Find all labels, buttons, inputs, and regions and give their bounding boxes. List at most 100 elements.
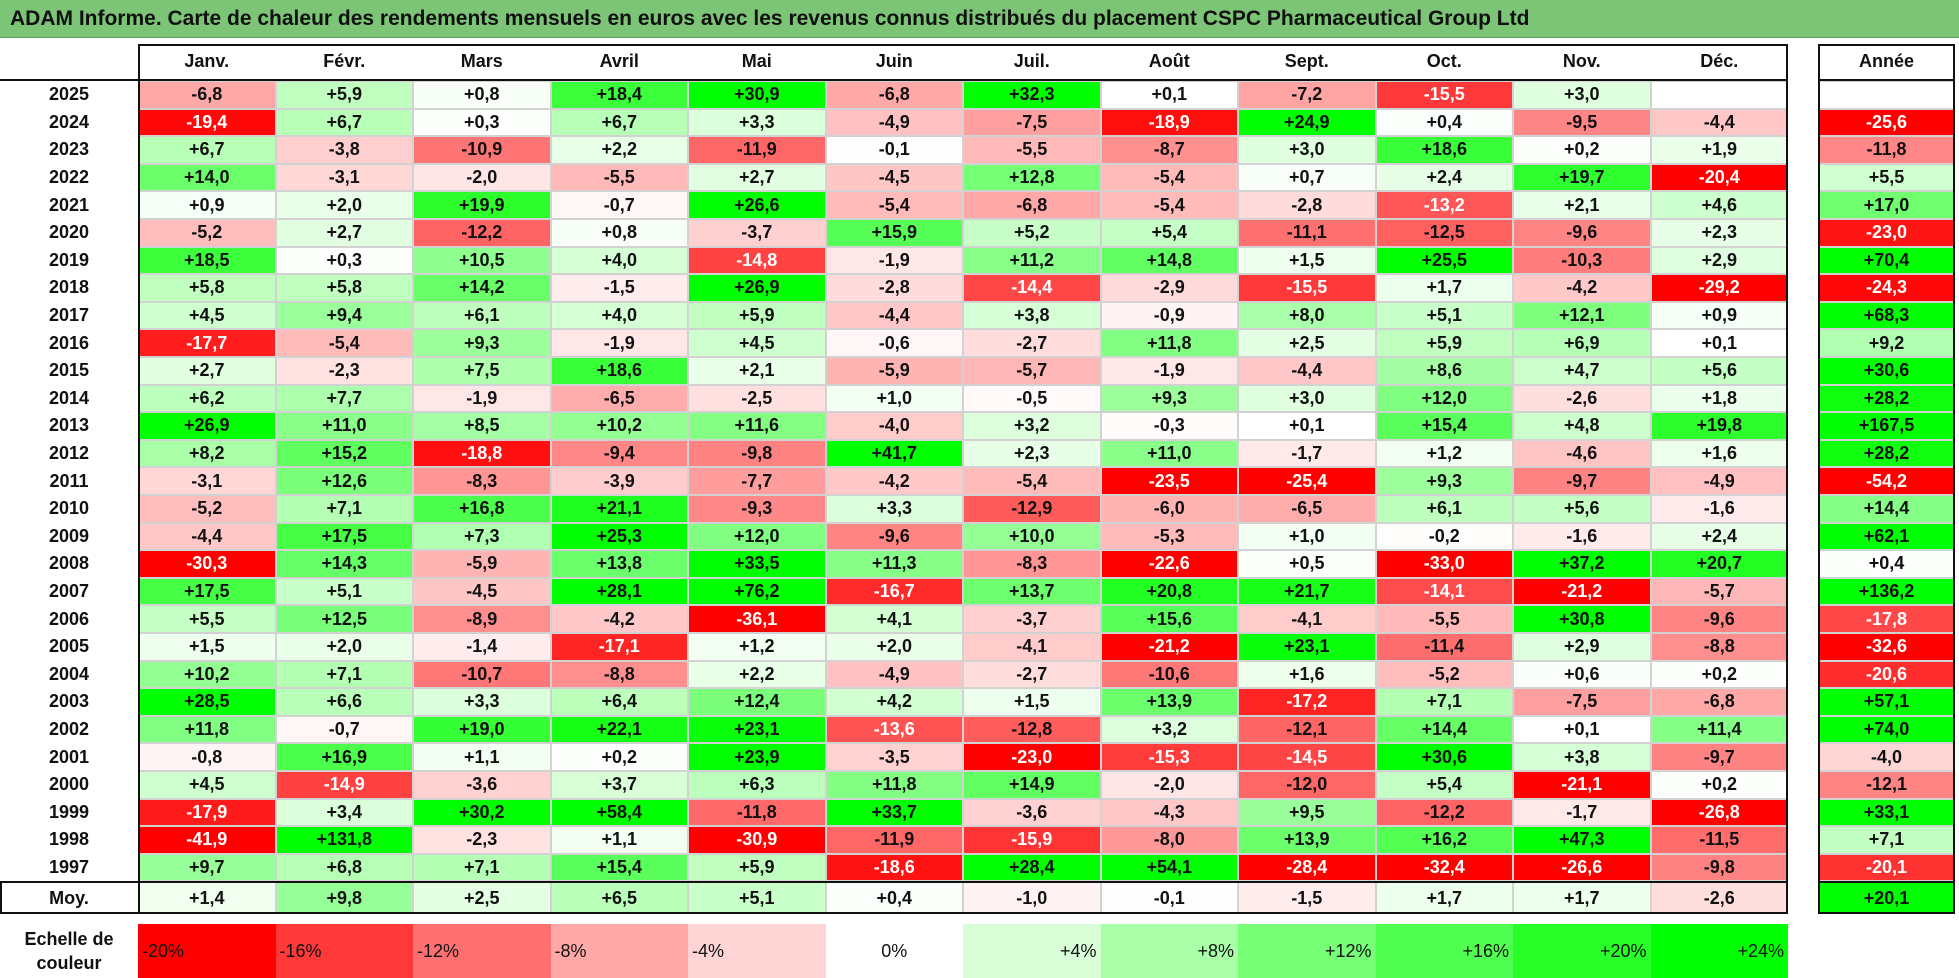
heatmap-cell: +5,6 (1650, 357, 1788, 385)
heatmap-cell: -4,4 (138, 522, 276, 551)
heatmap-cell: -4,1 (1238, 605, 1376, 633)
heatmap-cell: +0,1 (1650, 329, 1788, 357)
heatmap-cell (1650, 81, 1788, 109)
heatmap-cell: -2,7 (963, 329, 1101, 357)
heatmap-cell: +16,2 (1375, 826, 1513, 854)
heatmap-cell: +11,0 (275, 412, 413, 440)
year-label: 2015 (48, 360, 90, 381)
heatmap-cell: -5,7 (963, 357, 1101, 385)
heatmap-cell: +2,2 (688, 660, 826, 689)
heatmap-cell: +11,8 (825, 771, 963, 799)
heatmap-cell: +23,9 (688, 743, 826, 771)
heatmap-cell: -2,5 (688, 384, 826, 413)
heatmap-cell: -6,5 (550, 384, 688, 413)
heatmap-cell: +0,1 (1238, 412, 1376, 440)
heatmap-cell: +2,4 (1375, 163, 1513, 192)
heatmap-cell: -10,7 (413, 660, 551, 689)
heatmap-cell: +1,1 (413, 743, 551, 771)
heatmap-cell: +26,9 (138, 412, 276, 440)
heatmap-cell: +6,9 (1513, 329, 1651, 357)
color-scale-step: -8% (550, 924, 688, 978)
color-scale-label: Echelle de couleur (24, 929, 114, 973)
month-header: Sept. (1284, 51, 1329, 71)
heatmap-cell: -33,0 (1375, 550, 1513, 578)
heatmap-cell: +9,3 (1375, 467, 1513, 495)
heatmap-cell: +58,4 (550, 798, 688, 827)
heatmap-cell: +25,5 (1375, 246, 1513, 275)
heatmap-cell: -26,6 (1513, 853, 1651, 882)
heatmap-cell: +16,9 (275, 743, 413, 771)
heatmap-cell: +9,3 (413, 329, 551, 357)
heatmap-cell: -9,6 (825, 522, 963, 551)
heatmap-cell: -13,6 (825, 715, 963, 744)
color-scale-step: +4% (963, 924, 1101, 978)
annual-cell: -11,8 (1818, 136, 1955, 164)
heatmap-cell: +14,0 (138, 163, 276, 192)
heatmap-cell: -3,1 (138, 467, 276, 495)
heatmap-cell: -18,9 (1100, 108, 1238, 137)
heatmap-cell: +23,1 (688, 715, 826, 744)
heatmap-cell: +32,3 (963, 81, 1101, 109)
heatmap-cell: +41,7 (825, 439, 963, 468)
heatmap-cell: +0,2 (1650, 771, 1788, 799)
heatmap-cell: -5,7 (1650, 577, 1788, 606)
annual-cell: +28,2 (1818, 384, 1955, 413)
annual-cell: +74,0 (1818, 715, 1955, 744)
month-header: Nov. (1562, 51, 1601, 71)
heatmap-cell: +0,2 (1650, 660, 1788, 689)
heatmap-cell: -1,6 (1650, 495, 1788, 523)
annual-cell: -20,6 (1818, 660, 1955, 689)
annual-cell: +62,1 (1818, 522, 1955, 551)
heatmap-cell: -4,4 (1238, 357, 1376, 385)
color-scale-step: -4% (688, 924, 826, 978)
color-scale-step: +16% (1375, 924, 1513, 978)
heatmap-cell: +2,2 (550, 136, 688, 164)
heatmap-cell: +5,6 (1513, 495, 1651, 523)
color-scale-step: -16% (275, 924, 413, 978)
year-label: 2005 (48, 636, 90, 657)
heatmap-cell: +10,5 (413, 246, 551, 275)
annual-cell: +136,2 (1818, 577, 1955, 606)
heatmap-cell: +0,2 (550, 743, 688, 771)
heatmap-cell: -21,1 (1513, 771, 1651, 799)
heatmap-cell: +3,3 (413, 688, 551, 716)
heatmap-cell: -4,5 (413, 577, 551, 606)
average-cell: -1,0 (963, 882, 1101, 914)
heatmap-cell: +5,1 (1375, 301, 1513, 330)
heatmap-cell: -5,2 (138, 495, 276, 523)
heatmap-cell: +16,8 (413, 495, 551, 523)
heatmap-cell: -18,6 (825, 853, 963, 882)
annual-cell: +30,6 (1818, 357, 1955, 385)
heatmap-cell: -11,1 (1238, 219, 1376, 247)
heatmap-cell: +6,7 (275, 108, 413, 137)
year-label: 2011 (49, 470, 89, 491)
heatmap-cell: +37,2 (1513, 550, 1651, 578)
year-label: 1999 (48, 801, 90, 822)
heatmap-cell: +2,0 (275, 191, 413, 219)
heatmap-cell: -0,6 (825, 329, 963, 357)
heatmap-cell: -1,9 (413, 384, 551, 413)
annual-cell: +167,5 (1818, 412, 1955, 440)
heatmap-cell: -3,6 (963, 798, 1101, 827)
heatmap-cell: +3,8 (963, 301, 1101, 330)
year-label: 2019 (48, 249, 90, 270)
heatmap-cell: -4,9 (825, 660, 963, 689)
heatmap-cell: +12,0 (688, 522, 826, 551)
color-scale-step: +12% (1238, 924, 1376, 978)
annual-cell: +7,1 (1818, 826, 1955, 854)
heatmap-cell: -23,0 (963, 743, 1101, 771)
heatmap-cell: -3,7 (963, 605, 1101, 633)
heatmap-cell: -12,2 (413, 219, 551, 247)
heatmap-cell: +0,3 (413, 108, 551, 137)
heatmap-cell: -41,9 (138, 826, 276, 854)
heatmap-cell: -14,9 (275, 771, 413, 799)
average-cell: +2,5 (413, 882, 551, 914)
year-label: 2003 (48, 691, 90, 712)
heatmap-cell: +3,3 (688, 108, 826, 137)
heatmap-cell: +4,2 (825, 688, 963, 716)
average-label: Moy. (49, 887, 89, 908)
heatmap-cell: -9,3 (688, 495, 826, 523)
heatmap-cell: +6,2 (138, 384, 276, 413)
heatmap-cell: -18,8 (413, 439, 551, 468)
heatmap-cell: +10,2 (138, 660, 276, 689)
